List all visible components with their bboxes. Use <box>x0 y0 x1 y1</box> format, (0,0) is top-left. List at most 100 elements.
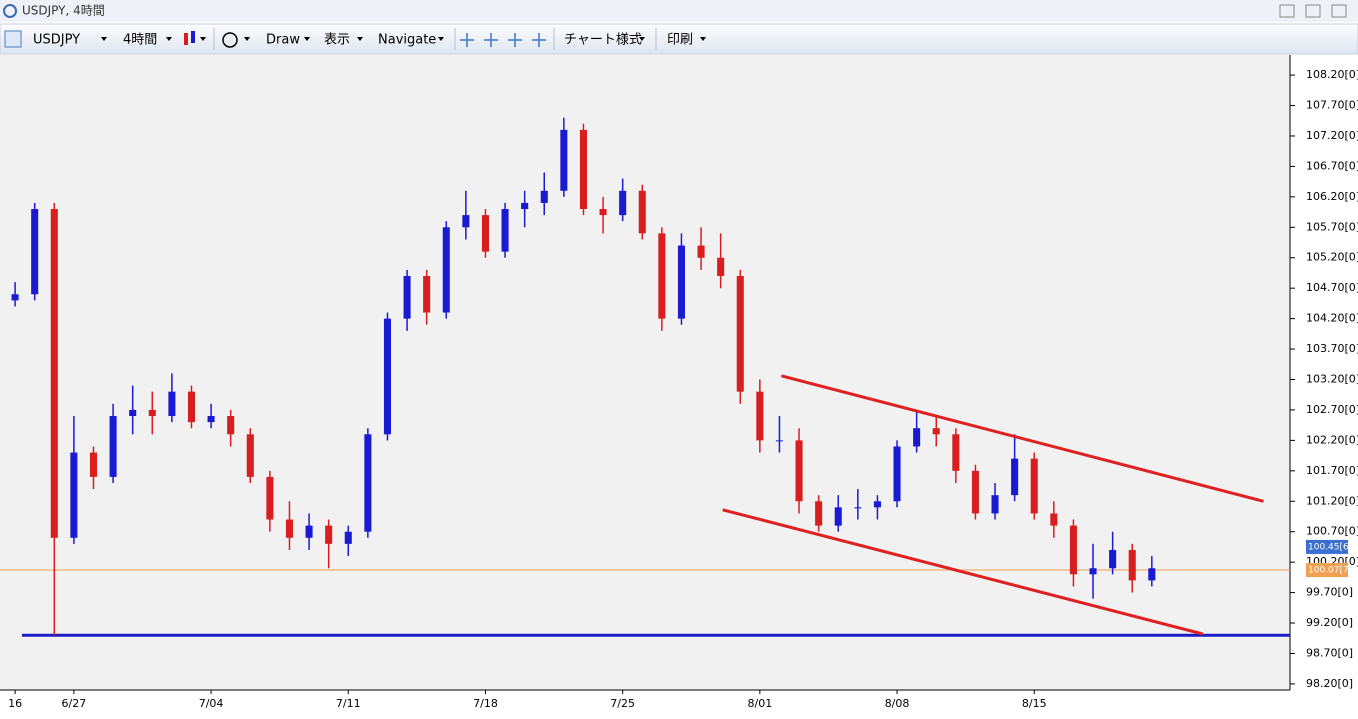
candle-body <box>834 507 842 526</box>
candle-body <box>227 416 235 435</box>
candle-style-button[interactable] <box>184 31 206 45</box>
candle-body <box>442 227 450 313</box>
toolbar <box>0 23 1358 55</box>
dropdown-arrow <box>101 37 107 41</box>
x-tick-label: 7/25 <box>610 697 635 710</box>
symbol-select[interactable]: USDJPY <box>33 33 80 48</box>
candle-body <box>579 129 587 210</box>
candle-body <box>873 501 881 508</box>
candle-body <box>481 215 489 252</box>
y-tick-label: 101.70[0] <box>1306 464 1358 477</box>
dropdown-arrow <box>304 37 310 41</box>
candle-body <box>462 215 470 228</box>
minimize-button[interactable] <box>1279 4 1295 18</box>
candle-body <box>560 129 568 191</box>
candle-body <box>383 318 391 435</box>
trend-line <box>722 508 1204 636</box>
candle-body <box>697 245 705 258</box>
candle-body <box>815 501 823 526</box>
x-tick-label: 16 <box>8 697 22 710</box>
candle-body <box>70 452 78 538</box>
x-tick-label: 7/11 <box>336 697 361 710</box>
dropdown-arrow <box>700 37 706 41</box>
y-tick-label: 106.70[0] <box>1306 159 1358 172</box>
restore-button[interactable] <box>1305 4 1321 18</box>
candle-body <box>148 409 156 417</box>
y-tick-label: 103.70[0] <box>1306 342 1358 355</box>
app-icon <box>3 4 17 18</box>
candle-body <box>971 470 979 514</box>
y-tick-label: 100.70[0] <box>1306 525 1358 538</box>
dropdown-arrow <box>639 37 645 41</box>
candle-body <box>1128 549 1136 581</box>
chart-icon[interactable] <box>4 30 22 48</box>
x-tick-label: 6/27 <box>62 697 87 710</box>
chart-style-menu[interactable]: チャート様式 <box>564 33 642 48</box>
candle-body <box>187 391 196 423</box>
candle-body <box>89 452 98 477</box>
candle-body <box>854 507 862 509</box>
dropdown-arrow <box>166 37 172 41</box>
candle-body <box>658 233 666 319</box>
zoom-tools[interactable] <box>460 33 546 47</box>
candle-body <box>423 276 431 313</box>
candle-body <box>344 531 352 544</box>
navigate-menu[interactable]: Navigate <box>378 33 436 48</box>
y-tick-label: 102.70[0] <box>1306 403 1358 416</box>
y-tick-label: 105.20[0] <box>1306 251 1358 264</box>
candle-body <box>717 257 725 277</box>
price-label: 100.45[6] <box>1308 542 1352 552</box>
x-tick-label: 7/04 <box>199 697 224 710</box>
price-label-box <box>1306 563 1348 578</box>
price-label: 100.07[7] <box>1308 566 1352 576</box>
candle-body <box>1089 568 1097 575</box>
candle-body <box>952 434 960 471</box>
y-tick-label: 98.70[0] <box>1306 646 1353 659</box>
x-tick-label: 7/18 <box>473 697 498 710</box>
y-tick-label: 106.20[0] <box>1306 190 1358 203</box>
candle-body <box>1030 458 1038 514</box>
view-menu[interactable]: 表示 <box>324 33 350 48</box>
candle-body <box>736 276 744 392</box>
candle-body <box>756 391 764 441</box>
candle-body <box>50 209 58 538</box>
shape-tool[interactable] <box>222 32 238 48</box>
candle-body <box>795 440 803 502</box>
price-axis <box>1290 55 1358 715</box>
candle-body <box>403 276 411 319</box>
y-tick-label: 99.20[0] <box>1306 616 1353 629</box>
candle-body <box>305 525 313 538</box>
close-button[interactable] <box>1331 4 1347 18</box>
candle-body <box>364 434 372 532</box>
plot-area <box>0 55 1290 690</box>
candle-body <box>521 202 529 210</box>
x-tick-label: 8/01 <box>747 697 772 710</box>
y-tick-label: 108.20[0] <box>1306 68 1358 81</box>
y-tick-label: 98.20[0] <box>1306 677 1353 690</box>
trend-line <box>781 374 1264 503</box>
y-tick-label: 102.20[0] <box>1306 433 1358 446</box>
draw-menu[interactable]: Draw <box>266 33 300 48</box>
x-tick-label: 8/08 <box>885 697 910 710</box>
x-tick-label: 8/15 <box>1022 697 1047 710</box>
candle-body <box>775 440 783 442</box>
candle-body <box>1109 549 1117 569</box>
candle-body <box>168 391 176 417</box>
print-menu[interactable]: 印刷 <box>667 33 693 48</box>
candle-body <box>1069 525 1077 575</box>
price-label-box <box>1306 539 1348 554</box>
candle-body <box>893 446 901 502</box>
candle-body <box>932 428 940 435</box>
candle-body <box>1148 568 1156 581</box>
candle-body <box>246 434 254 477</box>
y-tick-label: 104.70[0] <box>1306 281 1358 294</box>
candle-body <box>109 416 117 477</box>
time-axis <box>0 690 1290 715</box>
y-tick-label: 107.20[0] <box>1306 129 1358 142</box>
timeframe-select[interactable]: 4時間 <box>123 33 157 48</box>
candle-body <box>207 416 215 423</box>
candle-body <box>325 525 333 544</box>
y-tick-label: 99.70[0] <box>1306 586 1353 599</box>
